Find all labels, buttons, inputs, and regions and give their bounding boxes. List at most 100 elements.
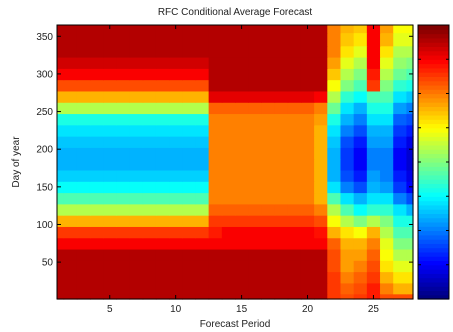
- heatmap-cell: [261, 102, 276, 115]
- heatmap-cell: [380, 113, 394, 126]
- heatmap-cell: [393, 32, 408, 47]
- heatmap-cell: [274, 237, 289, 250]
- heatmap-cell: [63, 226, 78, 239]
- heatmap-cell: [393, 248, 408, 261]
- heatmap-cell: [261, 248, 276, 261]
- heatmap-cell: [235, 226, 249, 239]
- heatmap-cell: [142, 147, 157, 160]
- heatmap-cell: [63, 32, 78, 47]
- heatmap-cell: [182, 32, 197, 47]
- heatmap-cell: [116, 192, 131, 205]
- heatmap-cell: [406, 169, 414, 182]
- heatmap-cell: [129, 56, 144, 69]
- heatmap-cell: [63, 68, 78, 81]
- heatmap-cell: [116, 293, 131, 300]
- heatmap-cell: [195, 215, 210, 227]
- heatmap-cell: [274, 181, 289, 194]
- heatmap-cell: [327, 79, 342, 92]
- heatmap-cell: [182, 136, 197, 148]
- heatmap-cell: [274, 226, 289, 239]
- heatmap-cell: [287, 215, 302, 227]
- heatmap-cell: [103, 260, 117, 273]
- heatmap-cell: [63, 169, 78, 182]
- heatmap-cell: [353, 147, 368, 160]
- heatmap-cell: [274, 32, 289, 47]
- heatmap-cell: [208, 248, 223, 261]
- heatmap-cell: [274, 282, 289, 295]
- colorbar-segment: [418, 84, 449, 90]
- x-tick-label: 15: [236, 304, 248, 315]
- heatmap-cell: [314, 68, 328, 81]
- heatmap-cell: [406, 192, 414, 205]
- heatmap-cell: [235, 260, 249, 273]
- colorbar-segment: [418, 269, 449, 274]
- heatmap-cell: [208, 113, 223, 126]
- heatmap-cell: [195, 181, 210, 194]
- heatmap-cell: [235, 68, 249, 81]
- heatmap-cell: [393, 113, 408, 126]
- heatmap-cell: [300, 282, 315, 295]
- heatmap-cell: [314, 147, 328, 160]
- heatmap-cell: [129, 90, 144, 103]
- heatmap-cell: [103, 45, 117, 58]
- heatmap-cell: [340, 271, 355, 284]
- heatmap-cell: [142, 181, 157, 194]
- heatmap-cell: [261, 147, 276, 160]
- heatmap-cell: [300, 158, 315, 171]
- heatmap-cell: [76, 113, 91, 126]
- heatmap-cell: [274, 192, 289, 205]
- heatmap-cell: [182, 215, 197, 227]
- heatmap-cell: [129, 68, 144, 81]
- heatmap-cell: [208, 45, 223, 58]
- heatmap-cell: [182, 56, 197, 69]
- heatmap-cell: [406, 260, 414, 273]
- heatmap-cell: [182, 113, 197, 126]
- colorbar-segment: [418, 226, 449, 232]
- heatmap-cell: [142, 237, 157, 250]
- heatmap-cell: [314, 215, 328, 227]
- heatmap-cell: [76, 32, 91, 47]
- heatmap-cell: [116, 248, 131, 261]
- heatmap-cell: [155, 169, 170, 182]
- heatmap-cell: [393, 192, 408, 205]
- heatmap-cell: [129, 113, 144, 126]
- heatmap-cell: [155, 237, 170, 250]
- heatmap-cell: [89, 282, 104, 295]
- y-axis-label: Day of year: [11, 136, 22, 188]
- heatmap-cell: [340, 79, 355, 92]
- heatmap-cell: [314, 181, 328, 194]
- heatmap-cell: [142, 293, 157, 300]
- heatmap-cell: [116, 113, 131, 126]
- colorbar-segment: [418, 76, 449, 82]
- heatmap-cell: [221, 203, 236, 216]
- heatmap-cell: [116, 226, 131, 239]
- heatmap-cell: [235, 203, 249, 216]
- heatmap-cell: [129, 282, 144, 295]
- heatmap-cell: [57, 45, 65, 58]
- heatmap-cell: [353, 124, 368, 137]
- heatmap-cell: [195, 158, 210, 171]
- heatmap-cell: [380, 181, 394, 194]
- heatmap-cell: [221, 102, 236, 115]
- heatmap-cell: [248, 102, 262, 115]
- heatmap-cell: [182, 181, 197, 194]
- heatmap-cell: [366, 248, 381, 261]
- heatmap-cell: [182, 293, 197, 300]
- heatmap-cell: [221, 169, 236, 182]
- heatmap-cell: [142, 260, 157, 273]
- heatmap-cell: [182, 226, 197, 239]
- heatmap-cell: [314, 282, 328, 295]
- heatmap-cell: [366, 45, 381, 58]
- colorbar-segment: [418, 37, 449, 43]
- heatmap-cell: [235, 192, 249, 205]
- heatmap-cell: [116, 237, 131, 250]
- heatmap-cell: [89, 56, 104, 69]
- heatmap-cell: [287, 181, 302, 194]
- heatmap-cell: [287, 237, 302, 250]
- heatmap-cell: [274, 215, 289, 227]
- heatmap-cell: [248, 293, 262, 300]
- heatmap-cell: [248, 271, 262, 284]
- heatmap-cell: [366, 32, 381, 47]
- heatmap-cells: [57, 25, 414, 300]
- heatmap-cell: [169, 124, 183, 137]
